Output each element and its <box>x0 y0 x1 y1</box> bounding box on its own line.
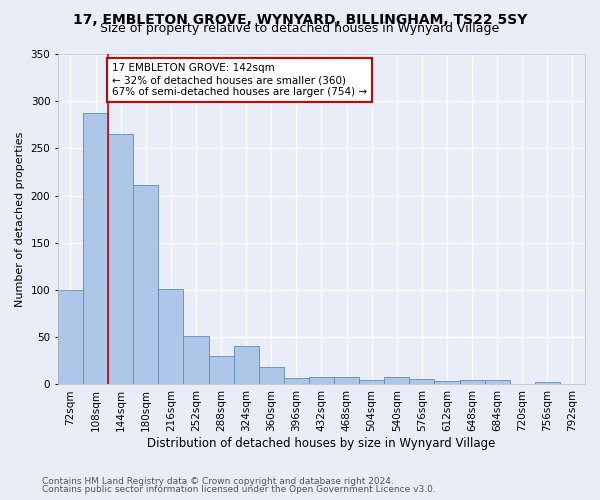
Bar <box>209 356 233 384</box>
Bar <box>359 380 384 384</box>
Text: Contains HM Land Registry data © Crown copyright and database right 2024.: Contains HM Land Registry data © Crown c… <box>42 477 394 486</box>
Text: 17, EMBLETON GROVE, WYNYARD, BILLINGHAM, TS22 5SY: 17, EMBLETON GROVE, WYNYARD, BILLINGHAM,… <box>73 12 527 26</box>
Text: Contains public sector information licensed under the Open Government Licence v3: Contains public sector information licen… <box>42 485 436 494</box>
Bar <box>184 336 209 384</box>
Bar <box>485 380 510 384</box>
Bar <box>158 289 184 384</box>
Bar <box>434 380 460 384</box>
Bar <box>460 380 485 384</box>
Bar <box>133 185 158 384</box>
Bar <box>535 382 560 384</box>
Bar <box>259 366 284 384</box>
Bar <box>83 114 108 384</box>
Text: Size of property relative to detached houses in Wynyard Village: Size of property relative to detached ho… <box>100 22 500 35</box>
Bar <box>334 377 359 384</box>
Bar <box>233 346 259 385</box>
Bar <box>284 378 309 384</box>
X-axis label: Distribution of detached houses by size in Wynyard Village: Distribution of detached houses by size … <box>147 437 496 450</box>
Bar <box>309 377 334 384</box>
Bar <box>58 290 83 384</box>
Text: 17 EMBLETON GROVE: 142sqm
← 32% of detached houses are smaller (360)
67% of semi: 17 EMBLETON GROVE: 142sqm ← 32% of detac… <box>112 64 367 96</box>
Bar <box>384 377 409 384</box>
Y-axis label: Number of detached properties: Number of detached properties <box>15 132 25 307</box>
Bar <box>108 134 133 384</box>
Bar <box>409 379 434 384</box>
